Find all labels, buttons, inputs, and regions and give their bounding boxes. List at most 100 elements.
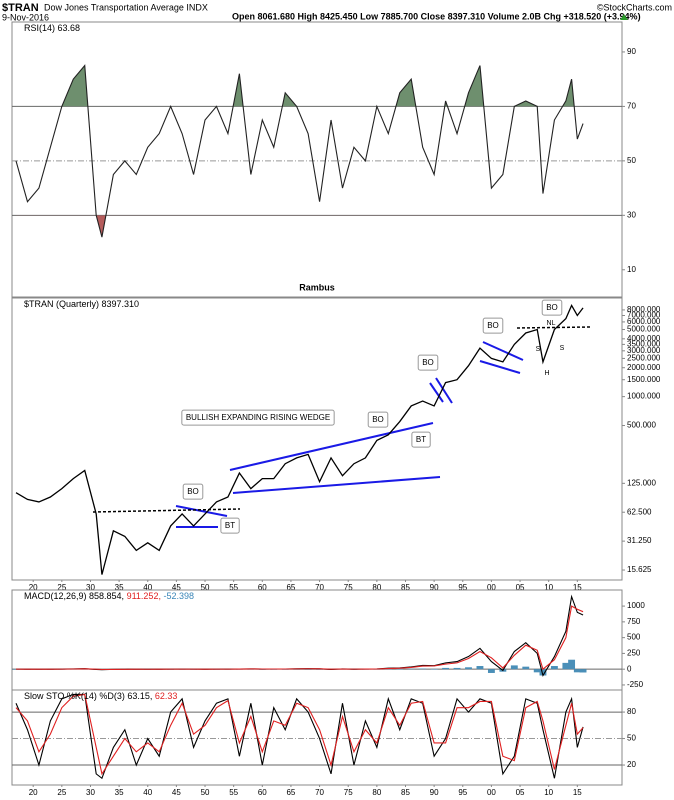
y-tick-label: 750 xyxy=(627,617,641,626)
neck-line xyxy=(516,326,591,329)
panel-title-part: 62.33 xyxy=(155,691,178,701)
zone-fill xyxy=(61,65,575,107)
y-tick-label: 70 xyxy=(627,102,636,111)
y-tick-label: 8000.000 xyxy=(627,305,661,314)
x-tick-label: 40 xyxy=(143,583,152,592)
x-tick-label: 65 xyxy=(286,788,295,797)
histogram-bar xyxy=(384,668,392,670)
x-tick-label: 45 xyxy=(172,788,181,797)
x-tick-label: 25 xyxy=(57,788,66,797)
x-tick-label: 20 xyxy=(29,788,38,797)
y-tick-label: 50 xyxy=(627,156,636,165)
y-tick-label: 80 xyxy=(627,707,636,716)
up-arrow xyxy=(620,14,628,20)
annotation: BT xyxy=(225,521,235,530)
annotation-box xyxy=(411,431,431,448)
trend-line xyxy=(479,360,521,374)
panel-title: $TRAN (Quarterly) 8397.310 xyxy=(24,299,139,309)
y-tick-label: 50 xyxy=(627,734,636,743)
series-line xyxy=(16,605,584,671)
x-tick-label: 70 xyxy=(315,788,324,797)
zone-fill xyxy=(16,215,584,238)
annotation-box xyxy=(367,411,389,428)
instrument-name: Dow Jones Transportation Average INDX xyxy=(44,2,208,12)
panel-title: MACD(12,26,9) 858.854, 911.252, -52.398 xyxy=(24,591,194,601)
x-tick-label: 35 xyxy=(115,788,124,797)
series-line xyxy=(15,693,584,780)
histogram-bar xyxy=(533,669,541,673)
trend-line xyxy=(429,382,444,403)
x-tick-label: 35 xyxy=(115,583,124,592)
annotation-box xyxy=(182,483,204,500)
x-tick-label: 75 xyxy=(344,788,353,797)
annotation: BO xyxy=(422,358,434,367)
x-tick-label: 10 xyxy=(544,583,553,592)
histogram-bar xyxy=(550,666,558,670)
panel-title-part: $TRAN (Quarterly) 8397.310 xyxy=(24,299,139,309)
x-tick-label: 95 xyxy=(458,788,467,797)
panel-title-part: 911.252, xyxy=(127,591,161,601)
panel-title-part: -52.398 xyxy=(163,591,194,601)
plot xyxy=(15,64,584,238)
x-tick-label: 60 xyxy=(258,583,267,592)
histogram-bar xyxy=(419,668,427,670)
x-tick-label: 75 xyxy=(344,583,353,592)
y-tick-label: 500.000 xyxy=(627,421,656,430)
x-tick-label: 10 xyxy=(544,788,553,797)
x-tick-label: 40 xyxy=(143,788,152,797)
panel-frame xyxy=(11,297,623,581)
histogram-bar xyxy=(316,669,324,670)
y-tick-label: 4000.000 xyxy=(627,334,661,343)
x-tick-label: 65 xyxy=(286,583,295,592)
series-line xyxy=(15,304,584,575)
symbol: $TRAN xyxy=(2,2,39,14)
y-tick-label: 7000.000 xyxy=(627,311,661,320)
histogram-bar xyxy=(573,669,581,673)
x-tick-label: 00 xyxy=(487,788,496,797)
y-tick-label: 15.625 xyxy=(627,565,652,574)
trend-lines xyxy=(175,341,524,528)
y-tick-label: 62.500 xyxy=(627,507,652,516)
trend-line xyxy=(175,505,228,517)
annotation: NL xyxy=(547,320,556,327)
histogram-bar xyxy=(430,668,438,670)
series-line xyxy=(15,64,584,238)
y-tick-label: 10 xyxy=(627,265,636,274)
annotation: BO xyxy=(487,321,499,330)
x-tick-label: 70 xyxy=(315,583,324,592)
x-tick-label: 80 xyxy=(372,788,381,797)
x-tick-label: 20 xyxy=(29,583,38,592)
histogram-bar xyxy=(442,667,450,670)
annotation: BO xyxy=(546,303,558,312)
x-tick-label: 95 xyxy=(458,583,467,592)
histogram-bar xyxy=(522,666,530,670)
x-tick-label: 15 xyxy=(573,788,582,797)
x-tick-label: 60 xyxy=(258,788,267,797)
y-tick-label: 90 xyxy=(627,47,636,56)
wedge-lower xyxy=(232,476,441,494)
annotation: H xyxy=(544,370,549,377)
histogram-bar xyxy=(510,665,518,670)
histogram-bar xyxy=(453,667,461,670)
x-tick-label: 00 xyxy=(487,583,496,592)
y-tick-label: 31.250 xyxy=(627,536,652,545)
panel-title: Slow STO %K(14) %D(3) 63.15, 62.33 xyxy=(24,691,177,701)
y-tick-label: 125.000 xyxy=(627,478,656,487)
annotation-box xyxy=(541,299,563,316)
x-tick-label: 45 xyxy=(172,583,181,592)
footnote: Rambus xyxy=(299,282,335,292)
annotation: BULLISH EXPANDING RISING WEDGE xyxy=(186,413,330,422)
x-tick-label: 30 xyxy=(86,583,95,592)
y-tick-label: 250 xyxy=(627,649,641,658)
credit: ©StockCharts.com xyxy=(597,2,672,12)
x-tick-label: 25 xyxy=(57,583,66,592)
annotation-box xyxy=(482,317,504,334)
histogram-bar xyxy=(304,669,312,670)
panel-frame xyxy=(11,21,623,298)
x-tick-label: 85 xyxy=(401,583,410,592)
histogram-bar xyxy=(539,669,547,676)
x-tick-label: 30 xyxy=(86,788,95,797)
panel-title-part: MACD(12,26,9) 858.854, xyxy=(24,591,124,601)
y-tick-label: 30 xyxy=(627,210,636,219)
